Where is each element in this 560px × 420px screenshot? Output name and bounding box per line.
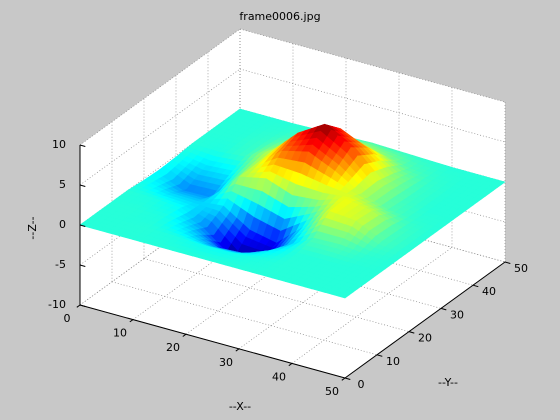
y-axis-label: --Y-- xyxy=(438,376,458,389)
x-tick-label: 40 xyxy=(272,370,286,383)
chart-title: frame0006.jpg xyxy=(239,10,320,23)
z-tick-label: 0 xyxy=(59,218,66,231)
x-tick xyxy=(129,319,134,323)
x-tick xyxy=(288,362,293,367)
y-tick-label: 30 xyxy=(450,308,464,321)
y-tick-label: 0 xyxy=(358,378,365,391)
y-tick-label: 40 xyxy=(482,285,496,298)
z-tick-label: 10 xyxy=(52,138,66,151)
grid-line xyxy=(239,28,506,103)
z-tick xyxy=(79,184,86,187)
z-tick xyxy=(79,224,86,227)
x-tick-label: 0 xyxy=(64,312,71,325)
y-tick xyxy=(472,284,479,288)
grid-line xyxy=(239,68,506,143)
z-axis-label: --Z-- xyxy=(26,216,39,239)
z-tick-label: -5 xyxy=(55,258,66,271)
z-tick-label: 5 xyxy=(59,178,66,191)
y-tick-label: 20 xyxy=(418,332,432,345)
x-tick-label: 10 xyxy=(113,327,127,340)
y-tick xyxy=(408,331,415,334)
x-tick xyxy=(235,348,240,352)
y-tick-label: 50 xyxy=(514,262,528,275)
y-tick xyxy=(504,261,511,264)
surface-patch xyxy=(337,292,350,299)
x-tick xyxy=(182,333,187,337)
z-tick-label: -10 xyxy=(48,298,66,311)
grid-line xyxy=(111,281,378,356)
y-tick xyxy=(376,354,383,357)
x-axis-label: --X-- xyxy=(229,400,251,413)
x-tick-label: 50 xyxy=(325,385,339,398)
z-tick xyxy=(79,144,86,147)
z-tick xyxy=(79,264,86,267)
x-tick-label: 20 xyxy=(166,341,180,354)
y-tick xyxy=(344,377,351,380)
x-axis-line xyxy=(79,304,346,379)
x-tick xyxy=(341,377,346,381)
x-tick xyxy=(76,304,81,308)
y-tick xyxy=(440,307,447,311)
x-tick-label: 30 xyxy=(219,356,233,369)
grid-line xyxy=(143,258,410,332)
y-tick-label: 10 xyxy=(386,355,400,368)
y-axis-line xyxy=(344,261,506,379)
